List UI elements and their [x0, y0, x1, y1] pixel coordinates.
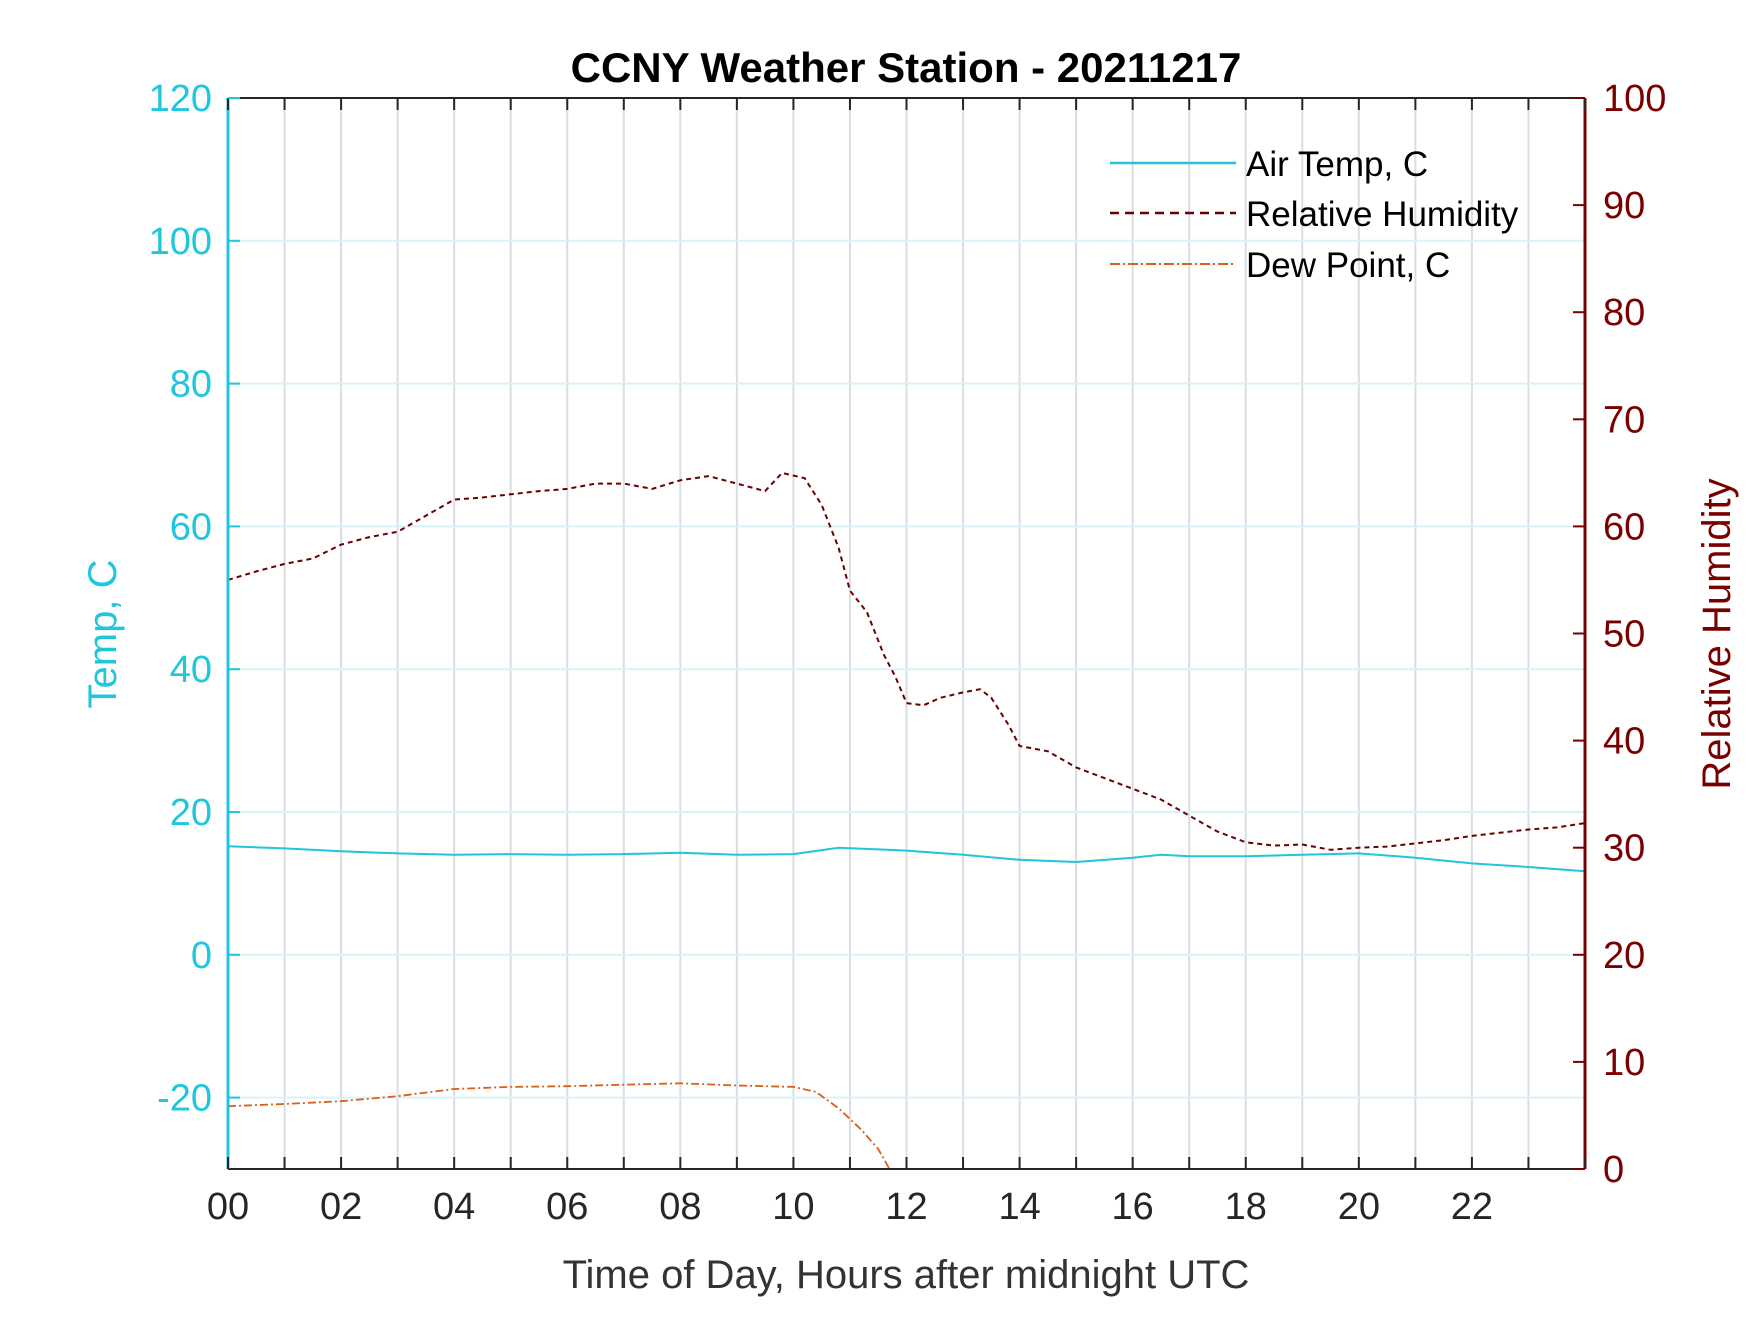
ticks-layer: 00 02 04 06 08 10 12 14 16 18 20 22-200204060801001…	[149, 78, 1667, 1228]
x-tick-label: 18	[1225, 1186, 1267, 1228]
y-left-tick-label: 80	[170, 364, 212, 406]
y-right-tick-label: 70	[1603, 399, 1645, 441]
y-right-tick-label: 0	[1603, 1149, 1624, 1191]
y-left-tick-label: 0	[191, 935, 212, 977]
x-tick-label: 04	[433, 1186, 475, 1228]
y-left-tick-label: 60	[170, 506, 212, 548]
x-axis-label: Time of Day, Hours after midnight UTC	[563, 1253, 1250, 1297]
y-left-tick-label: -20	[157, 1078, 212, 1120]
legend: Air Temp, C Relative Humidity Dew Point,…	[1110, 145, 1519, 285]
x-tick-label: 02	[320, 1186, 362, 1228]
y-left-tick-label: 120	[149, 78, 212, 120]
legend-label-relative-humidity: Relative Humidity	[1246, 195, 1519, 234]
legend-label-dew-point: Dew Point, C	[1246, 246, 1450, 285]
horizontal-grid	[228, 239, 1585, 1099]
y-axis-left-label: Temp, C	[81, 560, 125, 709]
y-left-tick-label: 40	[170, 649, 212, 691]
x-tick-label: 06	[546, 1186, 588, 1228]
vertical-grid	[283, 98, 1530, 1169]
y-axis-right-label: Relative Humidity	[1695, 478, 1739, 789]
x-tick-label: 08	[659, 1186, 701, 1228]
y-left-tick-label: 20	[170, 792, 212, 834]
x-tick-label: 00	[207, 1186, 249, 1228]
x-tick-label: 22	[1451, 1186, 1493, 1228]
y-left-tick-label: 100	[149, 221, 212, 263]
x-tick-label: 10	[772, 1186, 814, 1228]
y-right-tick-label: 100	[1603, 78, 1666, 120]
y-right-tick-label: 40	[1603, 721, 1645, 763]
y-right-tick-label: 20	[1603, 935, 1645, 977]
series-line-relative-humidity	[228, 471, 1585, 851]
chart-title: CCNY Weather Station - 20211217	[571, 44, 1242, 91]
x-tick-label: 16	[1112, 1186, 1154, 1228]
legend-label-air-temp: Air Temp, C	[1246, 145, 1428, 184]
y-right-tick-label: 80	[1603, 292, 1645, 334]
series-layer	[228, 471, 1585, 1169]
x-tick-label: 14	[998, 1186, 1040, 1228]
y-right-tick-label: 50	[1603, 614, 1645, 656]
x-tick-label: 12	[885, 1186, 927, 1228]
y-right-tick-label: 10	[1603, 1042, 1645, 1084]
y-right-tick-label: 60	[1603, 506, 1645, 548]
y-right-tick-label: 90	[1603, 185, 1645, 227]
x-tick-label: 20	[1338, 1186, 1380, 1228]
y-right-tick-label: 30	[1603, 828, 1645, 870]
series-line-air-temp-c	[228, 845, 1585, 873]
